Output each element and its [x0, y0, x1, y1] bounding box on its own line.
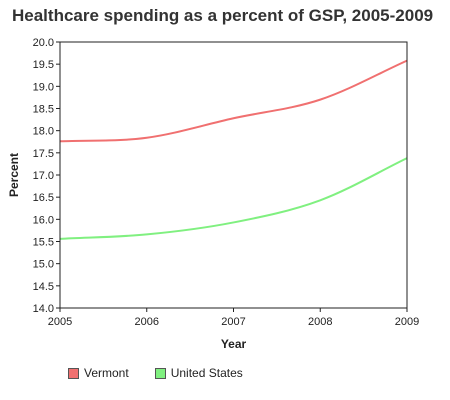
y-tick-label: 19.5 — [33, 59, 54, 71]
y-axis-ticks: 14.0 14.5 15.0 15.5 16.0 16.5 17.0 17.5 18.0 18.5… — [33, 37, 60, 315]
y-tick-label: 14.5 — [33, 281, 54, 293]
y-tick-label: 15.5 — [33, 237, 54, 249]
y-tick-label: 16.0 — [33, 214, 54, 226]
x-axis-ticks: 2005 2006 2007 2008 2009 — [48, 308, 419, 328]
y-tick-label: 17.0 — [33, 170, 54, 182]
y-tick-label: 20.0 — [33, 37, 54, 49]
legend-swatch — [68, 367, 79, 379]
y-tick-label: 18.5 — [33, 104, 54, 116]
x-tick-label: 2008 — [308, 316, 332, 328]
legend-label: Vermont — [84, 366, 129, 380]
chart-title: Healthcare spending as a percent of GSP,… — [12, 6, 434, 25]
legend-label: United States — [170, 366, 243, 380]
plot-frame — [59, 41, 408, 309]
series-line-vermont — [59, 59, 408, 143]
x-tick-label: 2005 — [48, 316, 72, 328]
legend-item-united-states: United States — [154, 366, 243, 380]
series-line-united-states — [59, 157, 408, 240]
y-axis-title: Percent — [7, 153, 21, 197]
x-axis-title: Year — [221, 337, 247, 351]
x-tick-label: 2006 — [135, 316, 159, 328]
y-tick-label: 19.0 — [33, 81, 54, 93]
legend-swatch — [154, 367, 166, 379]
legend-item-vermont: Vermont — [68, 366, 129, 380]
y-tick-label: 14.0 — [33, 303, 54, 315]
y-tick-label: 17.5 — [33, 148, 54, 160]
x-tick-label: 2007 — [221, 316, 245, 328]
legend: Vermont United States — [68, 366, 243, 380]
y-tick-label: 16.5 — [33, 192, 54, 204]
y-tick-label: 15.0 — [33, 259, 54, 271]
y-tick-label: 18.0 — [33, 126, 54, 138]
series-layer — [59, 59, 408, 240]
x-tick-label: 2009 — [395, 316, 419, 328]
